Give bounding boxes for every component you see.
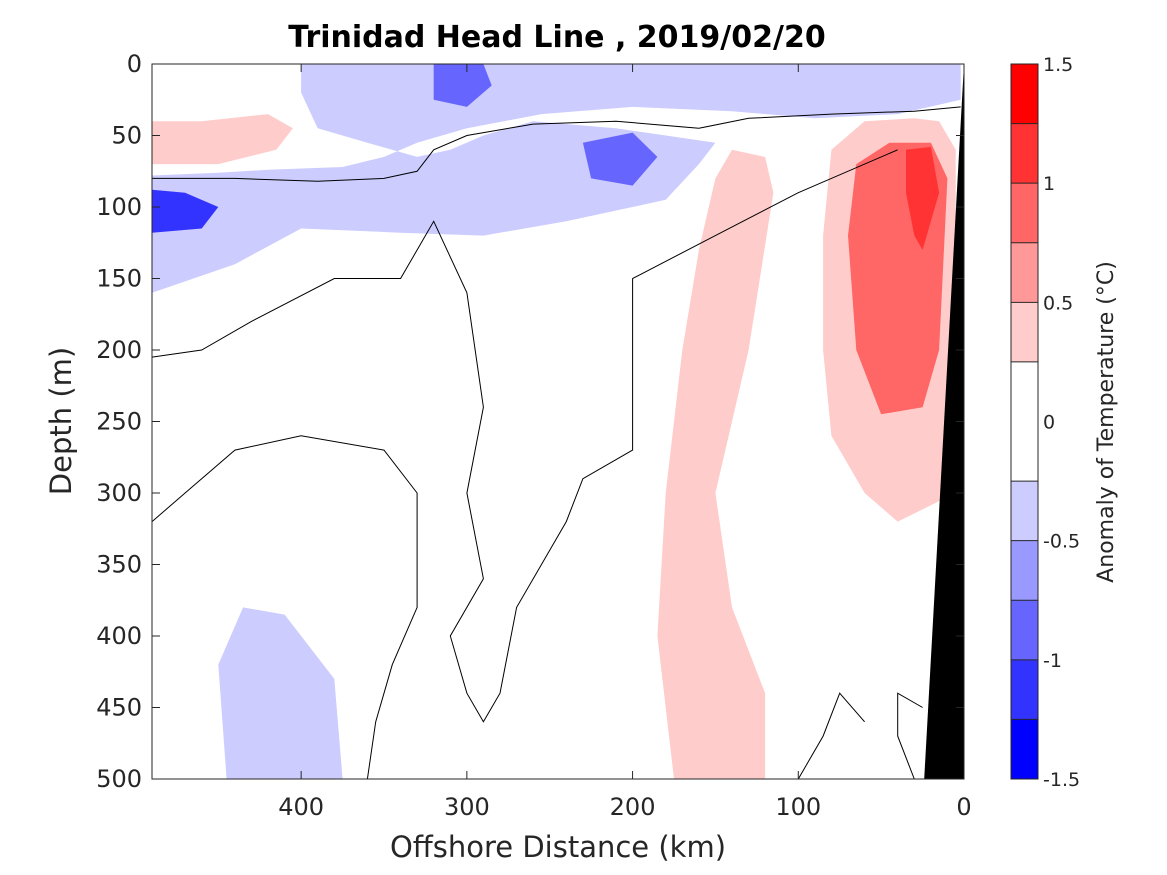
y-tick-label: 250: [96, 408, 142, 436]
chart-title: Trinidad Head Line , 2019/02/20: [288, 20, 825, 55]
x-tick-label: 100: [775, 793, 821, 821]
colorbar-band: [1011, 183, 1038, 243]
zero-contour-3: [797, 692, 865, 779]
x-tick-label: 400: [278, 793, 324, 821]
colorbar-band: [1011, 123, 1038, 184]
colorbar-frame: [1010, 63, 1039, 780]
colorbar-tick-label: 1: [1043, 173, 1055, 195]
region-cold-core-200km: [582, 132, 658, 186]
x-tick-label: 200: [610, 793, 656, 821]
colorbar-tick-label: 1.5: [1043, 54, 1073, 76]
colorbar-band: [1011, 659, 1038, 720]
x-tick-label: 0: [956, 793, 971, 821]
shelf-bathymetry-mask: [924, 64, 964, 779]
y-axis-label: Depth (m): [44, 347, 78, 495]
y-tick-label: 300: [96, 479, 142, 507]
colorbar-tick-label: -0.5: [1043, 531, 1080, 553]
x-axis-ticks: 400 300 200 100 0: [278, 64, 972, 821]
region-cold-core-surface-300km: [433, 64, 492, 107]
colorbar-ticks: 1.5 1 0.5 0 -0.5 -1 -1.5: [1043, 54, 1080, 791]
colorbar-band: [1011, 64, 1038, 124]
y-tick-label: 200: [96, 336, 142, 364]
region-cold-core-deep-470km: [152, 189, 219, 233]
y-tick-label: 350: [96, 551, 142, 579]
colorbar-band: [1011, 600, 1038, 660]
colorbar: [1011, 63, 1038, 780]
colorbar-tick-label: 0.5: [1043, 292, 1073, 314]
colorbar-label: Anomaly of Temperature (°C): [1094, 261, 1119, 583]
colorbar-band: [1011, 302, 1038, 362]
y-tick-label: 50: [111, 122, 142, 150]
zero-contour-lines: [152, 106, 961, 779]
zero-contour-0: [152, 106, 961, 182]
region-surface-warm-patch-west: [152, 114, 293, 165]
colorbar-tick-label: -1: [1043, 650, 1062, 672]
zero-contour-4: [897, 692, 923, 779]
shelf-mask: [924, 64, 964, 779]
zero-contour-1: [152, 149, 898, 723]
contour-fill-regions: [152, 64, 961, 779]
colorbar-tick-label: -1.5: [1043, 769, 1080, 791]
region-deep-cold-patch-400km: [218, 607, 343, 779]
colorbar-band: [1011, 242, 1038, 303]
y-tick-label: 400: [96, 622, 142, 650]
y-tick-label: 150: [96, 265, 142, 293]
y-tick-label: 500: [96, 765, 142, 793]
y-tick-label: 100: [96, 193, 142, 221]
colorbar-band: [1011, 361, 1038, 482]
colorbar-band: [1011, 540, 1038, 601]
colorbar-band: [1011, 719, 1038, 779]
y-tick-label: 450: [96, 694, 142, 722]
region-warm-shelf-peak: [906, 146, 940, 250]
x-tick-label: 300: [444, 793, 490, 821]
region-surface-cold-layer: [152, 64, 961, 293]
zero-contour-2: [152, 435, 418, 779]
y-tick-label: 0: [127, 50, 142, 78]
x-axis-label: Offshore Distance (km): [390, 830, 726, 864]
colorbar-tick-label: 0: [1043, 412, 1055, 434]
region-warm-tongue-160km: [657, 149, 774, 779]
y-axis-ticks: 0 50 100 150 200 250 300 350 400 450 500: [96, 50, 964, 793]
colorbar-band: [1011, 481, 1038, 541]
